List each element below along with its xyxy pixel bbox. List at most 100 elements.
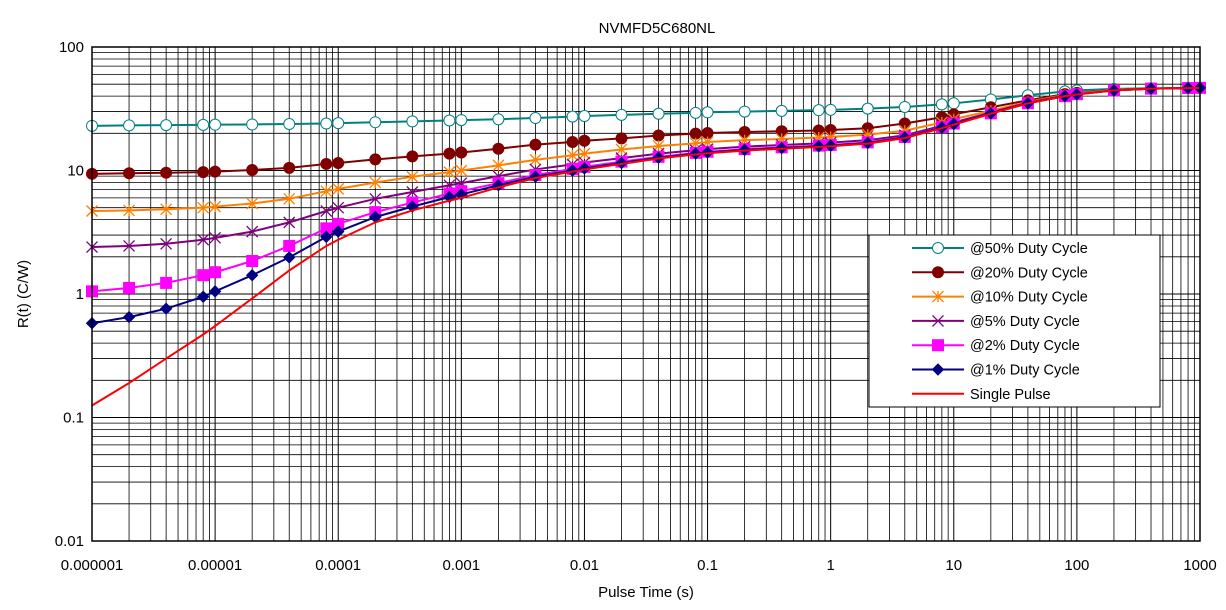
data-point [492, 159, 505, 172]
series-0 [86, 81, 1206, 132]
series-layer [85, 81, 1207, 407]
data-point [209, 266, 222, 279]
data-point [283, 117, 296, 130]
data-point [209, 200, 222, 213]
data-point [320, 185, 333, 198]
data-point [332, 182, 345, 195]
data-point [492, 142, 505, 155]
marker-stroke [123, 239, 136, 252]
marker-stroke [283, 216, 296, 229]
x-tick-label: 0.00001 [188, 557, 242, 574]
data-point [123, 167, 136, 180]
marker-stroke [160, 237, 173, 250]
data-point [332, 225, 345, 238]
data-point [283, 161, 296, 174]
data-point [492, 113, 505, 126]
marker-stroke [332, 201, 345, 214]
legend-entry-5: @1% Duty Cycle [912, 363, 1080, 379]
data-point [615, 143, 628, 156]
legend-label: Single Pulse [970, 387, 1051, 403]
x-tick-label: 10 [945, 557, 962, 574]
data-point [209, 118, 222, 131]
data-point [122, 310, 136, 324]
data-point [320, 230, 333, 244]
legend-entry-4: @2% Duty Cycle [912, 338, 1080, 354]
legend-swatch-marker [932, 339, 944, 352]
data-point [455, 114, 468, 127]
data-point [369, 192, 382, 205]
data-point [208, 285, 222, 298]
data-point [824, 103, 837, 116]
legend-label: @1% Duty Cycle [970, 363, 1080, 379]
marker-stroke [209, 231, 222, 244]
data-point [615, 132, 628, 145]
legend-label: @20% Duty Cycle [970, 265, 1088, 281]
legend-label: @5% Duty Cycle [970, 314, 1080, 330]
x-tick-label: 0.0001 [315, 557, 361, 574]
marker-stroke [246, 225, 259, 238]
legend-entry-1: @20% Duty Cycle [912, 265, 1088, 281]
data-point [947, 97, 960, 110]
legend-swatch-marker [932, 314, 944, 327]
data-point [652, 129, 665, 142]
data-point [566, 164, 579, 177]
data-point [209, 231, 222, 244]
legend-label: @10% Duty Cycle [970, 290, 1088, 306]
data-point [246, 225, 259, 238]
legend-swatch-marker [932, 242, 944, 254]
data-point [246, 163, 259, 176]
data-point [123, 281, 136, 294]
data-point [197, 201, 210, 214]
data-point [369, 153, 382, 166]
data-point [197, 233, 210, 246]
data-point [689, 106, 702, 119]
data-point [160, 276, 173, 289]
data-point [320, 117, 333, 130]
marker-stroke [197, 233, 210, 246]
y-tick-label: 0.01 [55, 533, 84, 550]
data-point [369, 176, 382, 189]
data-point [160, 237, 173, 250]
legend-swatch-marker [931, 363, 945, 376]
marker-stroke [320, 205, 333, 217]
legend-entry-2: @10% Duty Cycle [912, 290, 1088, 306]
data-point [369, 116, 382, 129]
data-point [245, 268, 259, 282]
data-point [443, 166, 456, 179]
data-point [689, 127, 702, 140]
data-point [320, 157, 333, 170]
data-point [123, 204, 136, 217]
x-tick-label: 1000 [1183, 557, 1216, 574]
data-point [898, 100, 911, 113]
y-tick-label: 10 [67, 163, 84, 180]
data-point [935, 98, 948, 111]
legend-entry-0: @50% Duty Cycle [912, 241, 1088, 257]
data-point [123, 239, 136, 252]
data-point [529, 112, 542, 125]
data-point [443, 114, 456, 127]
data-point [160, 119, 173, 132]
data-point [246, 197, 259, 210]
data-point [812, 104, 825, 117]
x-tick-label: 0.1 [697, 557, 718, 574]
data-point [196, 290, 210, 303]
legend-label: @2% Duty Cycle [970, 338, 1080, 354]
y-axis-label: R(t) (C/W) [15, 260, 32, 328]
x-axis-ticks: 0.000001 0.00001 0.0001 0.001 0.01 0.1 1 10 100 1… [61, 557, 1217, 574]
y-tick-label: 100 [59, 39, 84, 56]
data-point [529, 153, 542, 166]
data-point [123, 119, 136, 132]
data-point [578, 134, 591, 147]
data-point [738, 105, 751, 118]
data-point [283, 251, 296, 264]
data-point [197, 166, 210, 179]
data-point [332, 157, 345, 170]
marker-stroke [406, 186, 419, 198]
data-point [160, 203, 173, 216]
data-point [160, 166, 173, 179]
data-point [578, 147, 591, 160]
data-point [701, 106, 714, 119]
data-point [455, 146, 468, 159]
